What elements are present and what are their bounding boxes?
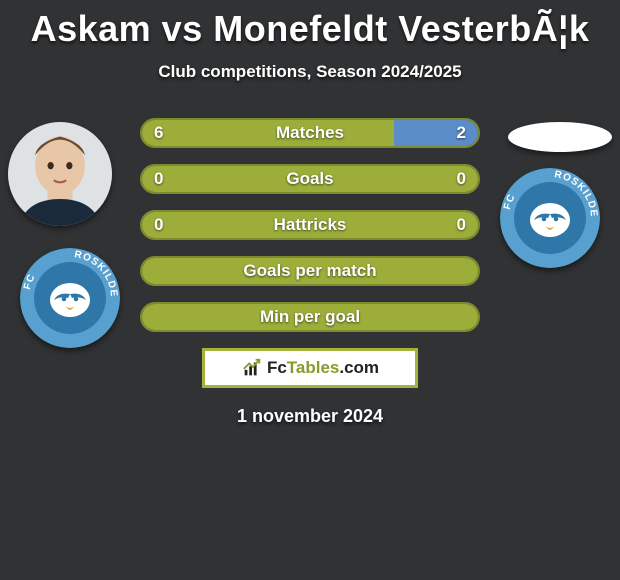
stat-row: Hattricks00 (140, 210, 480, 240)
stat-bar-left (142, 120, 394, 146)
stat-value-left: 0 (154, 212, 163, 238)
stat-value-left: 0 (154, 166, 163, 192)
stat-bar-left (142, 304, 478, 330)
stat-value-left: 6 (154, 120, 163, 146)
stat-row: Min per goal (140, 302, 480, 332)
stats-area: Matches62Goals00Hattricks00Goals per mat… (0, 118, 620, 427)
brand-box: FcTables.com (202, 348, 418, 388)
date-label: 1 november 2024 (0, 406, 620, 427)
brand-prefix: Fc (267, 358, 287, 377)
stat-row: Goals00 (140, 164, 480, 194)
stat-bar-left (142, 166, 478, 192)
stat-bar-left (142, 212, 478, 238)
subtitle: Club competitions, Season 2024/2025 (0, 62, 620, 82)
stat-bar-left (142, 258, 478, 284)
chart-icon (241, 357, 263, 379)
stat-value-right: 0 (457, 166, 466, 192)
stat-row: Goals per match (140, 256, 480, 286)
stat-value-right: 0 (457, 212, 466, 238)
brand-suffix: .com (339, 358, 379, 377)
page-title: Askam vs Monefeldt VesterbÃ¦k (0, 0, 620, 50)
stat-value-right: 2 (457, 120, 466, 146)
brand-mid: Tables (287, 358, 340, 377)
stat-row: Matches62 (140, 118, 480, 148)
